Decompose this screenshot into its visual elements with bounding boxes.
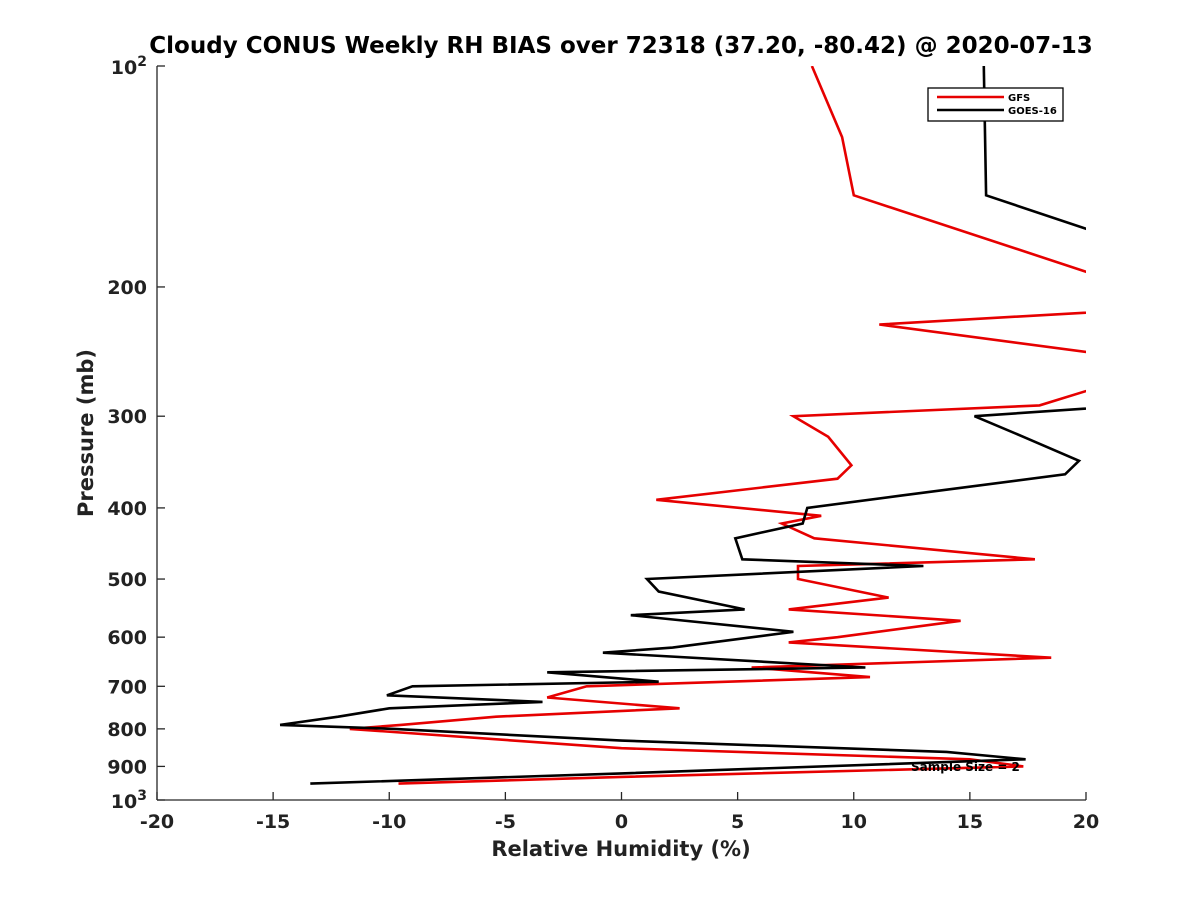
x-tick-label: 10 <box>841 811 867 833</box>
series-line-goes-16 <box>279 66 1086 785</box>
x-tick-label: -5 <box>495 811 516 833</box>
y-tick-label: 200 <box>107 277 147 299</box>
series-layer <box>279 66 1086 785</box>
legend-box <box>927 87 1064 122</box>
x-tick-label: 15 <box>957 811 983 833</box>
legend-label-goes-16: GOES-16 <box>1008 106 1057 117</box>
y-axis-ticks: 200 300 400 500 600 700 800 900 102 103 <box>107 54 165 813</box>
x-tick-label: 0 <box>615 811 628 833</box>
x-axis-label: Relative Humidity (%) <box>491 837 750 861</box>
x-tick-label: 20 <box>1073 811 1099 833</box>
x-tick-label: -10 <box>372 811 406 833</box>
y-tick-label: 300 <box>107 406 147 428</box>
y-tick-label: 900 <box>107 756 147 778</box>
x-tick-label: -20 <box>140 811 174 833</box>
series-line-gfs <box>349 66 1086 785</box>
y-tick-label: 500 <box>107 569 147 591</box>
plot-area <box>157 66 1086 800</box>
y-tick-label: 800 <box>107 719 147 741</box>
y-decade-tick-label: 102 <box>111 54 147 79</box>
legend: GFS GOES-16 <box>927 87 1064 122</box>
y-tick-label: 400 <box>107 498 147 520</box>
sample-size-annotation: Sample Size = 2 <box>911 760 1020 774</box>
chart-title: Cloudy CONUS Weekly RH BIAS over 72318 (… <box>149 33 1092 59</box>
x-axis-ticks: -20 -15 -10 -5 0 5 10 15 20 <box>140 792 1099 833</box>
y-tick-label: 600 <box>107 627 147 649</box>
x-tick-label: -15 <box>256 811 290 833</box>
x-tick-label: 5 <box>731 811 744 833</box>
y-tick-label: 700 <box>107 676 147 698</box>
legend-label-gfs: GFS <box>1008 93 1030 104</box>
y-axis-label: Pressure (mb) <box>74 349 98 517</box>
y-decade-tick-label: 103 <box>111 788 147 813</box>
